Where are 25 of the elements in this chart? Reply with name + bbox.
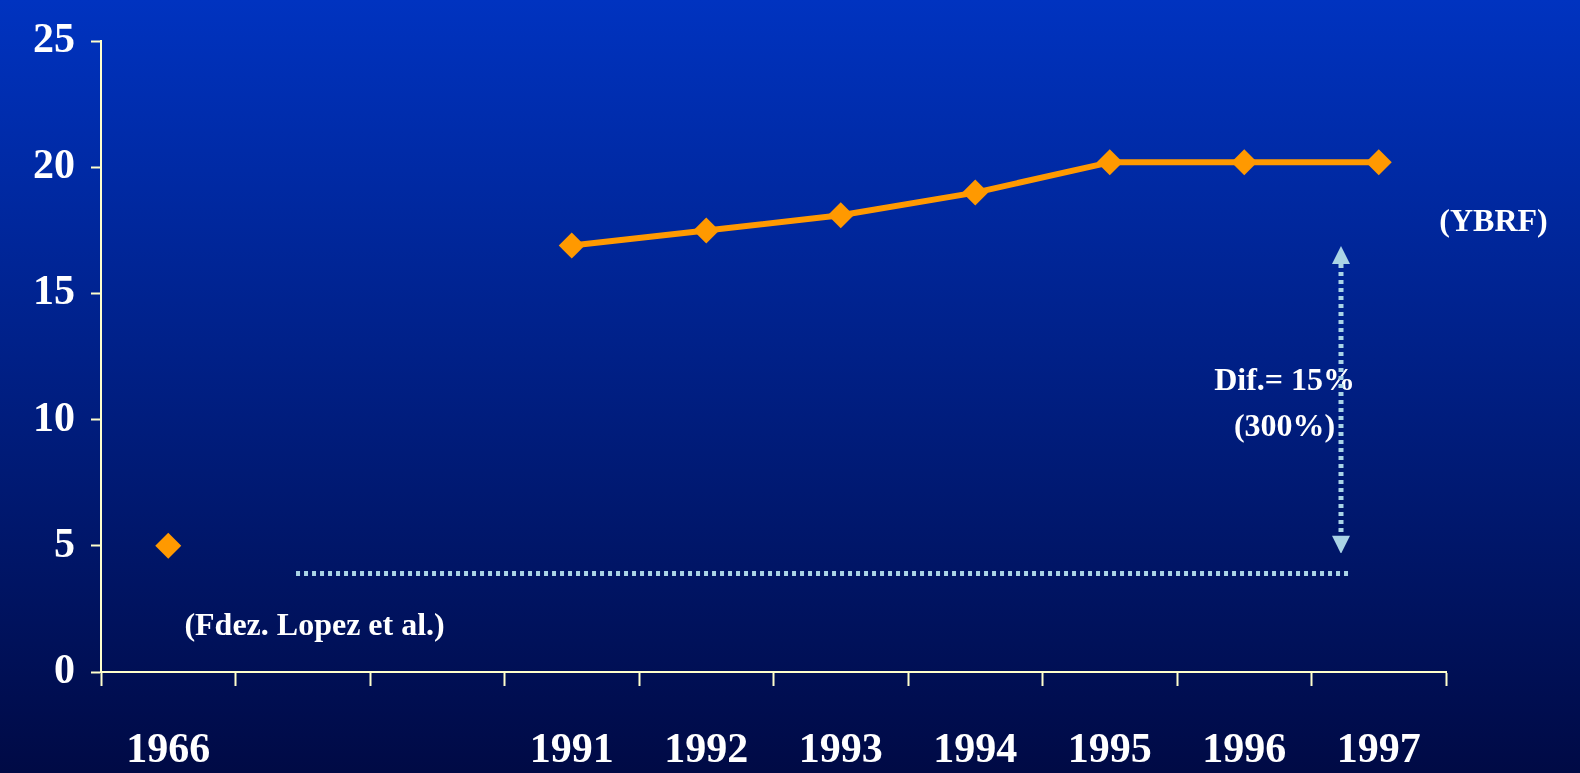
point — [693, 217, 720, 244]
y-tick-label: 20 — [33, 141, 75, 188]
point — [1096, 149, 1123, 176]
x-tick-label: 1995 — [1067, 725, 1152, 772]
y-tick-label: 0 — [54, 645, 75, 692]
x-tick-label: 1992 — [664, 725, 749, 772]
point — [827, 202, 854, 229]
x-tick-label: 1997 — [1336, 725, 1421, 772]
point — [1231, 149, 1258, 176]
y-tick-label: 25 — [33, 15, 75, 62]
point — [558, 232, 585, 259]
y-tick-label: 5 — [54, 519, 75, 566]
x-tick-label: 1966 — [126, 725, 211, 772]
annotation: (Fdez. Lopez et al.) — [184, 605, 445, 642]
y-tick-label: 10 — [33, 393, 75, 440]
point — [1365, 149, 1392, 176]
x-tick-label: 1996 — [1202, 725, 1287, 772]
point — [155, 532, 182, 559]
annotation: (YBRF) — [1439, 202, 1548, 239]
annotation: Dif.= 15% (300%) — [1214, 360, 1356, 443]
x-tick-label: 1991 — [529, 725, 614, 772]
point — [962, 179, 989, 206]
x-tick-label: 1993 — [798, 725, 883, 772]
x-tick-label: 1994 — [933, 725, 1018, 772]
y-tick-label: 15 — [33, 267, 75, 314]
